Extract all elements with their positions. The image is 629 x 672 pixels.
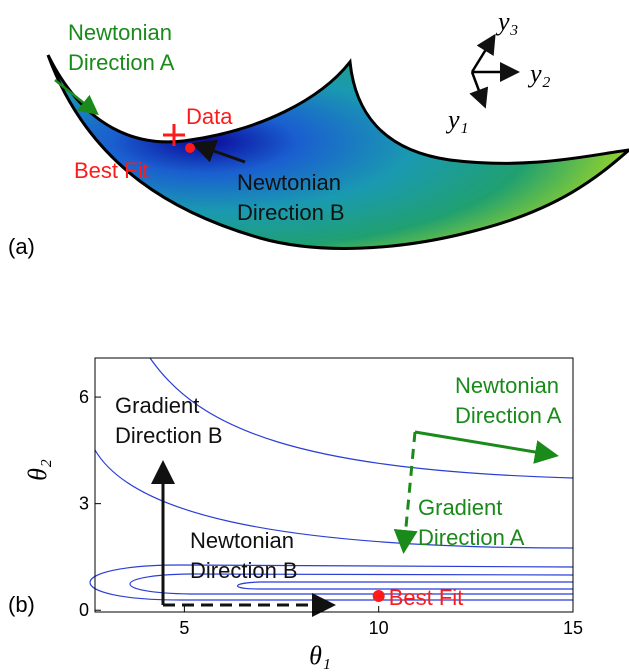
arrow [414, 430, 559, 464]
data-marker [163, 124, 185, 146]
annotation: Direction A [68, 50, 175, 75]
annotations: Gradient Direction B Newtonian Direction A G… [115, 373, 562, 583]
arrow [191, 139, 246, 164]
annotation: Best Fit [74, 158, 149, 183]
plot-frame [94, 357, 574, 613]
annotation: Data [186, 104, 233, 129]
annotation: Gradient [115, 393, 199, 418]
annotation: Newtonian [455, 373, 559, 398]
axes-icon [469, 33, 520, 109]
annotations: Newtonian Direction A Data Best Fit Newtonia… [68, 20, 345, 225]
best-fit-marker [185, 143, 195, 153]
annotation: Direction B [115, 423, 223, 448]
y-axis-label: θ₂ [23, 459, 52, 481]
panel-label: (a) [8, 234, 35, 259]
y-tick-label: 0 [79, 600, 89, 620]
surface [46, 54, 629, 250]
x-tick-label: 10 [369, 618, 389, 638]
axis-label: y₂ [527, 59, 551, 88]
y-tick-label: 3 [79, 494, 89, 514]
point-label: Best Fit [389, 585, 464, 610]
axis-label: y₁ [445, 105, 469, 134]
annotation: Direction A [455, 403, 562, 428]
y-tick-label: 6 [79, 387, 89, 407]
arrow [54, 79, 99, 116]
axis-label: y₃ [495, 7, 519, 36]
annotation: Direction B [190, 558, 298, 583]
annotation: Newtonian [190, 528, 294, 553]
contours [89, 357, 574, 601]
annotation: Direction A [418, 525, 525, 550]
annotation: Newtonian [68, 20, 172, 45]
annotation: Newtonian [237, 170, 341, 195]
x-axis-label: θ₁ [309, 641, 331, 670]
x-tick-label: 15 [563, 618, 583, 638]
annotation: Direction B [237, 200, 345, 225]
arrow [393, 431, 418, 554]
panel-label: (b) [8, 592, 35, 617]
best-fit-point [372, 590, 385, 603]
annotation: Gradient [418, 495, 502, 520]
x-tick-label: 5 [179, 618, 189, 638]
